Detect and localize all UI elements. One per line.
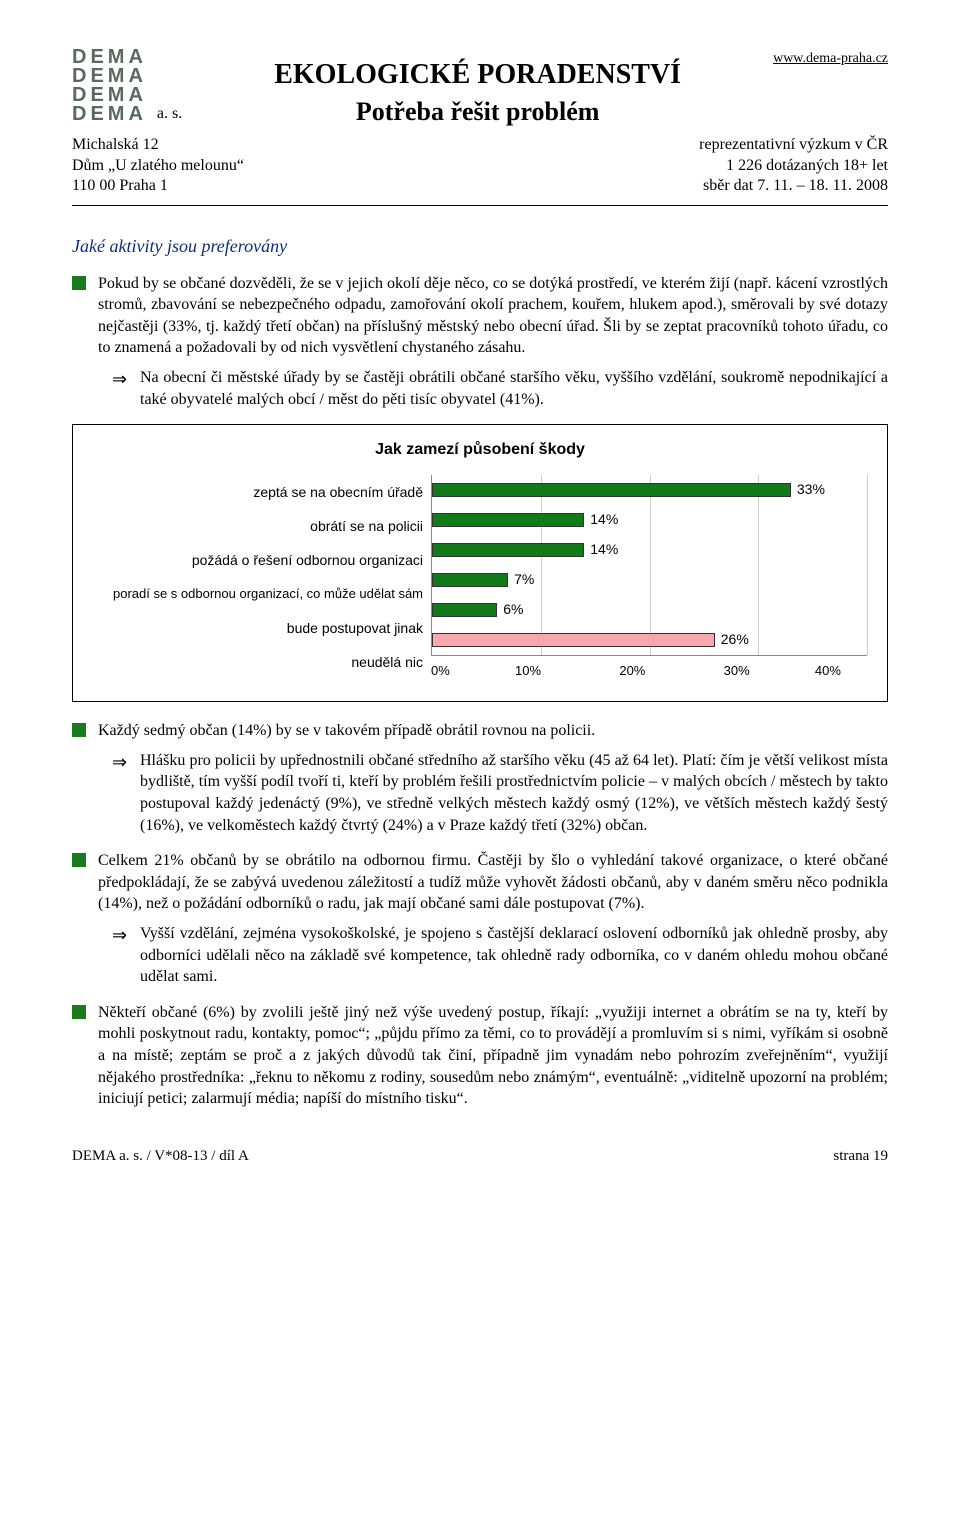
bullet-item: Každý sedmý občan (14%) by se v takovém … xyxy=(72,720,888,836)
chart-y-labels: zeptá se na obecním úřadě obrátí se na po… xyxy=(93,475,431,680)
logo-word: DEMA xyxy=(72,105,147,124)
bullet-icon xyxy=(72,1005,86,1019)
chart-bar-label: poradí se s odbornou organizací, co může… xyxy=(93,579,423,609)
address-line: sběr dat 7. 11. – 18. 11. 2008 xyxy=(699,176,888,197)
chart-x-axis: 0% 10% 20% 30% 40% xyxy=(431,662,867,680)
chart-plot: 33% 14% 14% 7% 6% 26% 0% 10% 20% 30% 40% xyxy=(431,475,867,680)
address-line: 110 00 Praha 1 xyxy=(72,176,244,197)
chart-bar-label: obrátí se na policii xyxy=(93,511,423,541)
chart-bar-label: bude postupovat jinak xyxy=(93,613,423,643)
section-heading: Jaké aktivity jsou preferovány xyxy=(72,234,888,258)
chart-bar-value: 7% xyxy=(514,570,534,589)
chart-gridline xyxy=(758,475,759,655)
chart-x-tick: 30% xyxy=(724,662,750,680)
arrow-text: Vyšší vzdělání, zejména vysokoškolské, j… xyxy=(140,925,888,985)
chart-bar-row: 26% xyxy=(432,631,867,649)
bullet-text: Pokud by se občané dozvěděli, že se v je… xyxy=(98,275,888,357)
address-line: Michalská 12 xyxy=(72,135,244,156)
address-line: 1 226 dotázaných 18+ let xyxy=(699,156,888,177)
chart-bar-label: požádá o řešení odbornou organizaci xyxy=(93,545,423,575)
chart-title: Jak zamezí působení škody xyxy=(93,439,867,461)
logo-container: DEMADEMADEMADEMA a. s. xyxy=(72,48,182,124)
bullet-icon xyxy=(72,723,86,737)
title-block: EKOLOGICKÉ PORADENSTVÍ Potřeba řešit pro… xyxy=(182,48,773,129)
address-row: Michalská 12Dům „U zlatého melounu“110 0… xyxy=(72,135,888,197)
chart-bar-value: 26% xyxy=(721,630,749,649)
bullet-text: Celkem 21% občanů by se obrátilo na odbo… xyxy=(98,852,888,912)
chart-bar xyxy=(432,543,584,557)
chart-bar-value: 14% xyxy=(590,510,618,529)
address-right: reprezentativní výzkum v ČR1 226 dotázan… xyxy=(699,135,888,197)
chart-gridline xyxy=(650,475,651,655)
chart-gridline xyxy=(867,475,868,655)
chart-bar-row: 33% xyxy=(432,481,867,499)
arrow-text: Na obecní či městské úřady by se častěji… xyxy=(140,369,888,408)
chart-bar-value: 6% xyxy=(503,600,523,619)
chart-plot-inner: 33% 14% 14% 7% 6% 26% xyxy=(431,475,867,656)
bullet-block-1: Pokud by se občané dozvěděli, že se v je… xyxy=(72,273,888,411)
chart-x-tick: 10% xyxy=(515,662,541,680)
address-line: reprezentativní výzkum v ČR xyxy=(699,135,888,156)
page-title-2: Potřeba řešit problém xyxy=(182,94,773,129)
bullet-icon xyxy=(72,276,86,290)
arrow-item: ⇒ Vyšší vzdělání, zejména vysokoškolské,… xyxy=(98,923,888,988)
chart-bar xyxy=(432,633,715,647)
chart-bar xyxy=(432,573,508,587)
page-title-1: EKOLOGICKÉ PORADENSTVÍ xyxy=(182,56,773,94)
chart-bar xyxy=(432,513,584,527)
bullet-text: Každý sedmý občan (14%) by se v takovém … xyxy=(98,722,595,739)
header-row: DEMADEMADEMADEMA a. s. EKOLOGICKÉ PORADE… xyxy=(72,48,888,129)
header-url[interactable]: www.dema-praha.cz xyxy=(773,48,888,69)
bullet-item: Někteří občané (6%) by zvolili ještě jin… xyxy=(72,1002,888,1110)
arrow-icon: ⇒ xyxy=(112,923,127,947)
document-page: DEMADEMADEMADEMA a. s. EKOLOGICKÉ PORADE… xyxy=(0,0,960,1206)
arrow-item: ⇒ Na obecní či městské úřady by se častě… xyxy=(98,367,888,410)
address-left: Michalská 12Dům „U zlatého melounu“110 0… xyxy=(72,135,244,197)
arrow-icon: ⇒ xyxy=(112,750,127,774)
arrow-text: Hlášku pro policii by upřednostnili obča… xyxy=(140,752,888,834)
arrow-icon: ⇒ xyxy=(112,367,127,391)
footer-right: strana 19 xyxy=(833,1146,888,1166)
bullet-block-2: Každý sedmý občan (14%) by se v takovém … xyxy=(72,720,888,1110)
bullet-text: Někteří občané (6%) by zvolili ještě jin… xyxy=(98,1004,888,1107)
chart-bar-row: 14% xyxy=(432,511,867,529)
chart-bar-row: 7% xyxy=(432,571,867,589)
chart-bar-row: 6% xyxy=(432,601,867,619)
footer-left: DEMA a. s. / V*08-13 / díl A xyxy=(72,1146,249,1166)
chart-x-tick: 20% xyxy=(619,662,645,680)
bullet-item: Celkem 21% občanů by se obrátilo na odbo… xyxy=(72,850,888,988)
chart-gridline xyxy=(541,475,542,655)
chart-area: zeptá se na obecním úřadě obrátí se na po… xyxy=(93,475,867,680)
arrow-item: ⇒ Hlášku pro policii by upřednostnili ob… xyxy=(98,750,888,836)
chart-x-tick: 40% xyxy=(815,662,841,680)
chart-bar-value: 14% xyxy=(590,540,618,559)
logo-suffix: a. s. xyxy=(157,106,182,122)
chart-bar xyxy=(432,483,791,497)
chart-container: Jak zamezí působení škody zeptá se na ob… xyxy=(72,424,888,702)
chart-bar-row: 14% xyxy=(432,541,867,559)
chart-x-tick: 0% xyxy=(431,662,450,680)
chart-bar xyxy=(432,603,497,617)
bullet-icon xyxy=(72,853,86,867)
chart-bar-label: neudělá nic xyxy=(93,647,423,677)
bullet-item: Pokud by se občané dozvěděli, že se v je… xyxy=(72,273,888,411)
footer: DEMA a. s. / V*08-13 / díl A strana 19 xyxy=(72,1146,888,1166)
logo-stack: DEMADEMADEMADEMA xyxy=(72,48,147,124)
header-rule xyxy=(72,205,888,206)
address-line: Dům „U zlatého melounu“ xyxy=(72,156,244,177)
chart-bar-value: 33% xyxy=(797,480,825,499)
chart-bar-label: zeptá se na obecním úřadě xyxy=(93,477,423,507)
